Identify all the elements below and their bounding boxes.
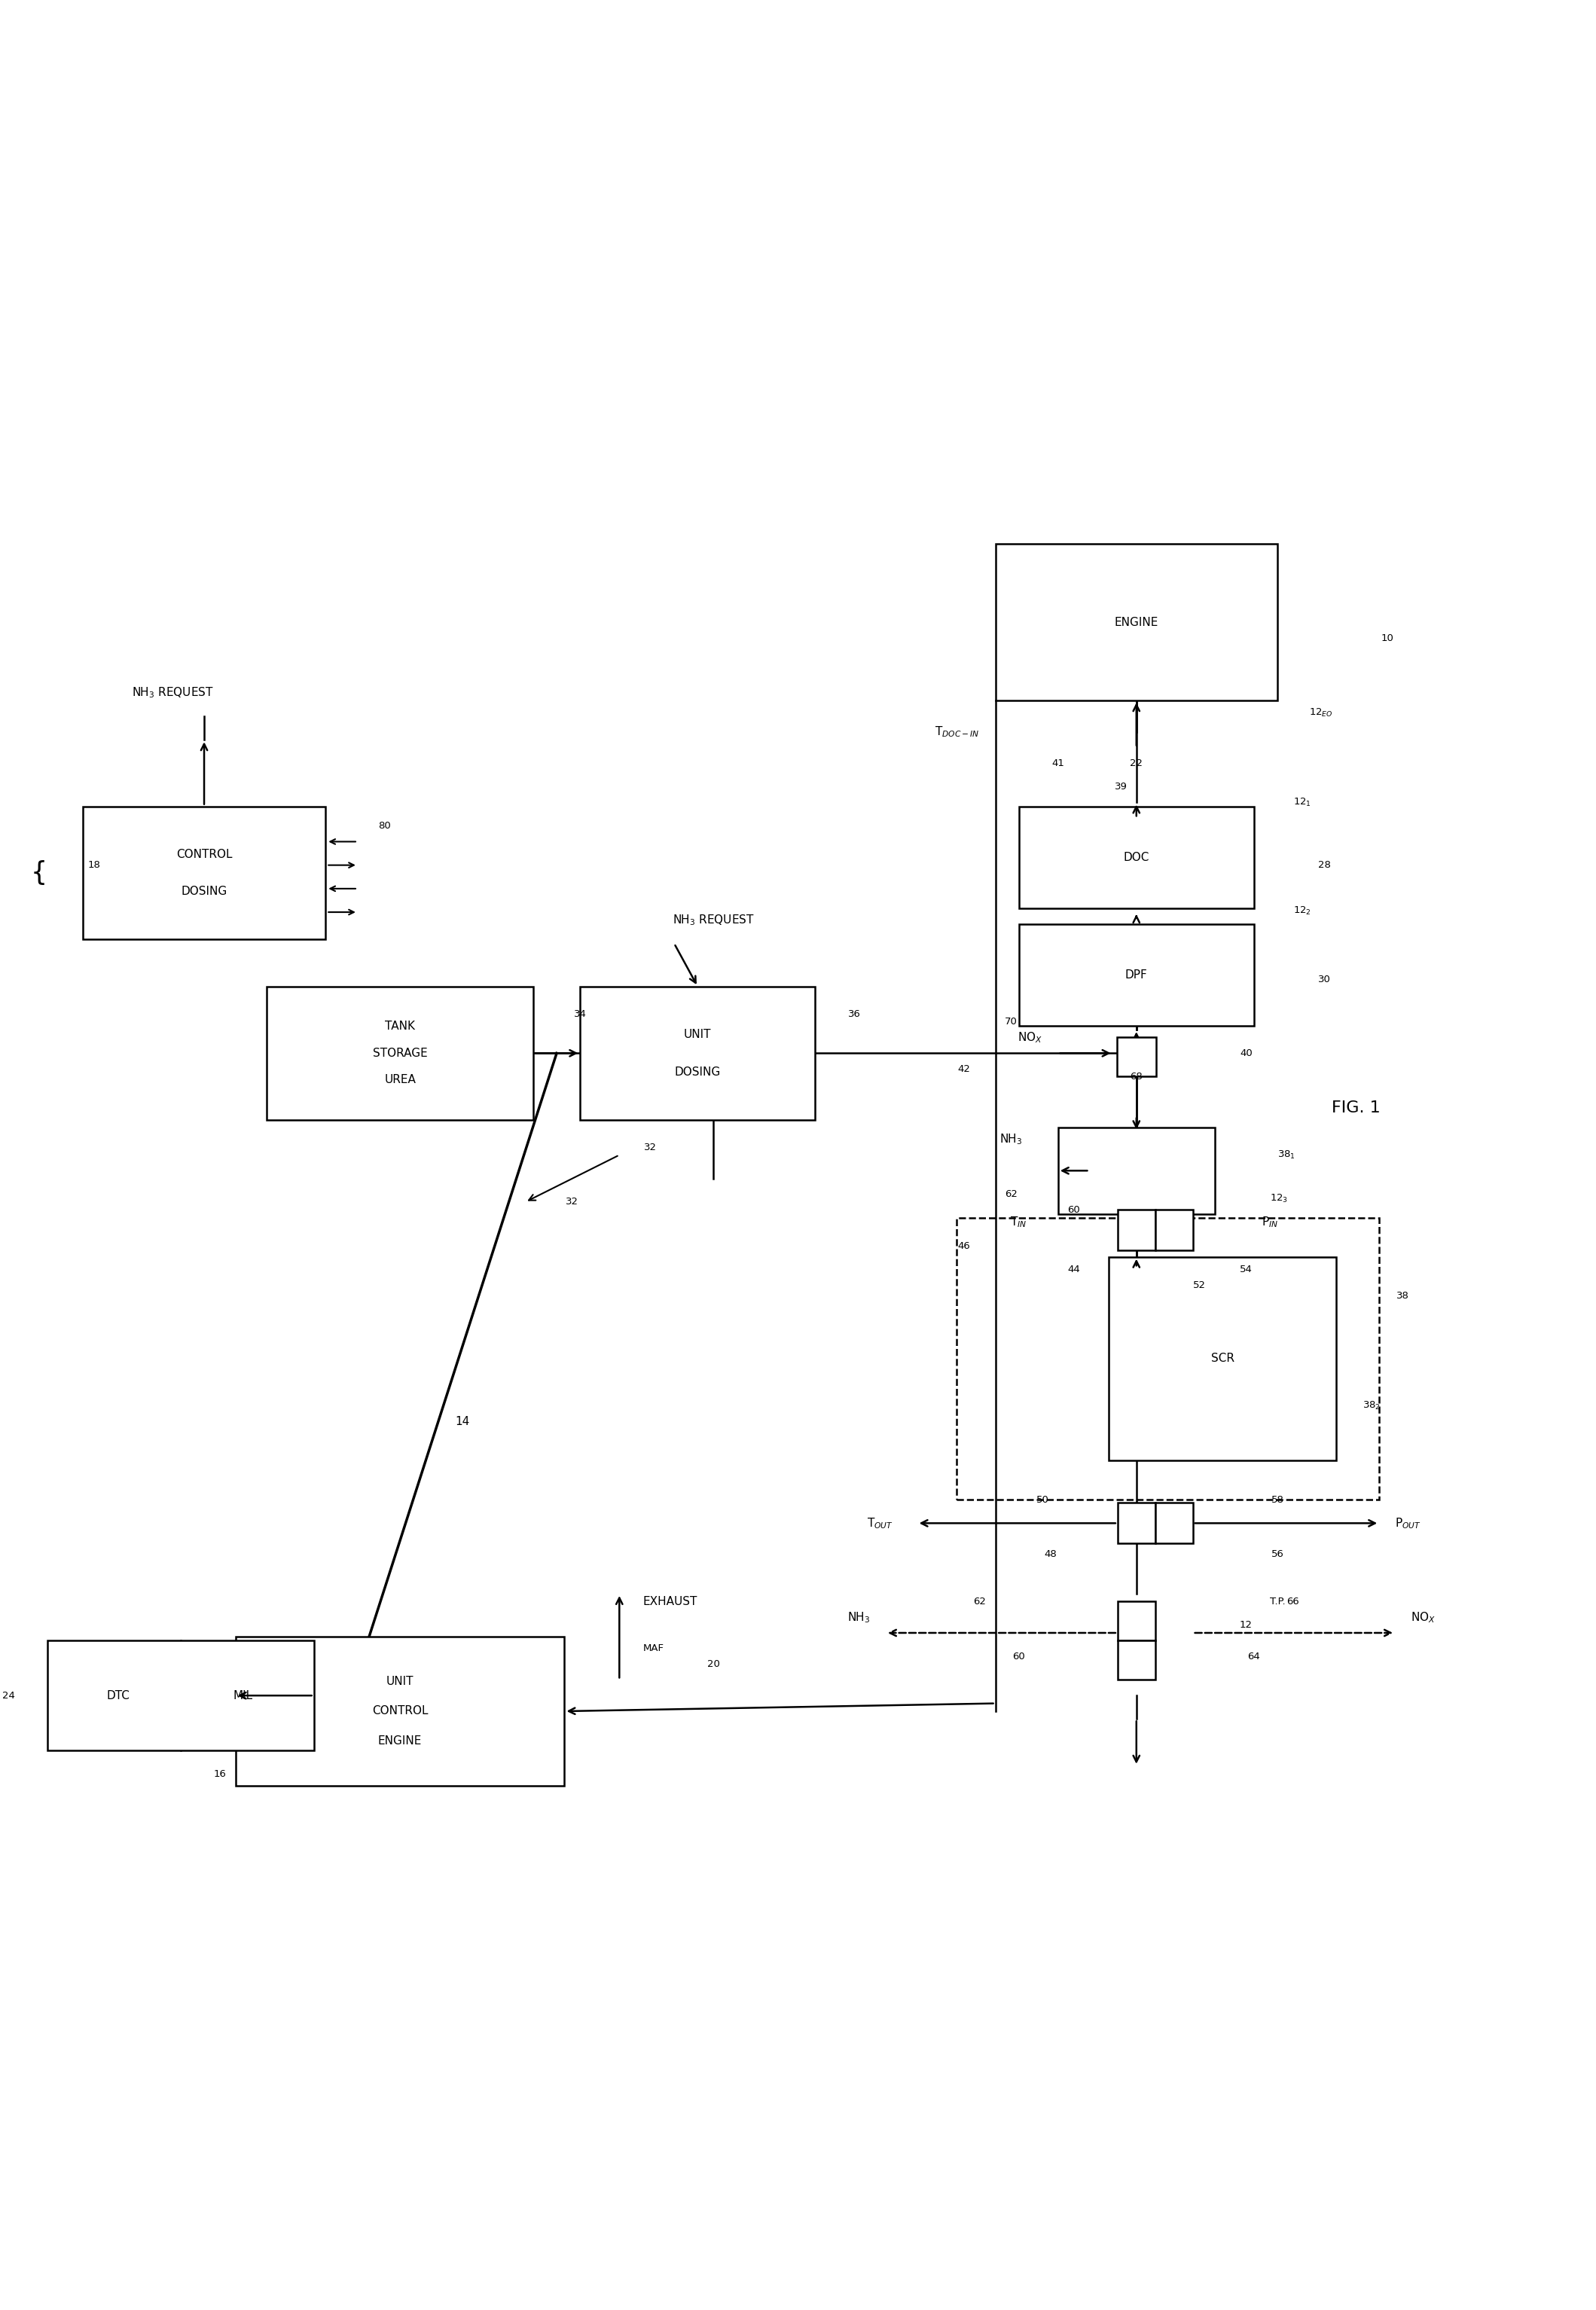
Text: 39: 39 (1114, 781, 1127, 792)
Text: 24: 24 (2, 1691, 14, 1700)
Text: 62: 62 (974, 1596, 986, 1605)
FancyBboxPatch shape (1058, 1127, 1215, 1213)
Text: 18: 18 (88, 859, 101, 871)
Text: 60: 60 (1068, 1206, 1080, 1215)
Text: P$_{IN}$: P$_{IN}$ (1262, 1215, 1278, 1229)
Text: FIG. 1: FIG. 1 (1331, 1100, 1381, 1116)
Text: TANK: TANK (385, 1021, 415, 1033)
FancyBboxPatch shape (236, 1638, 565, 1786)
FancyBboxPatch shape (1018, 924, 1254, 1026)
Text: DOC: DOC (1124, 852, 1149, 864)
Bar (1117, 1210, 1156, 1250)
Text: 12: 12 (1240, 1619, 1253, 1631)
Text: 34: 34 (575, 1009, 586, 1019)
Text: 14: 14 (455, 1416, 469, 1428)
Text: NH$_3$: NH$_3$ (999, 1132, 1023, 1146)
Text: 44: 44 (1068, 1264, 1080, 1275)
Bar (1117, 1037, 1156, 1076)
FancyBboxPatch shape (83, 806, 326, 940)
FancyArrowPatch shape (528, 1155, 618, 1201)
Text: 30: 30 (1318, 975, 1331, 984)
Text: 40: 40 (1240, 1049, 1253, 1058)
Text: UNIT: UNIT (386, 1675, 413, 1686)
Text: ENGINE: ENGINE (378, 1735, 421, 1746)
Text: 62: 62 (1005, 1190, 1017, 1199)
FancyBboxPatch shape (48, 1640, 314, 1751)
Text: 80: 80 (378, 820, 391, 832)
Text: UREA: UREA (385, 1074, 417, 1086)
Text: 68: 68 (1130, 1072, 1143, 1081)
Text: T.P.: T.P. (1270, 1596, 1285, 1605)
Text: SCR: SCR (1211, 1354, 1234, 1365)
Text: DOSING: DOSING (675, 1067, 721, 1076)
FancyBboxPatch shape (267, 986, 533, 1120)
Bar (1117, 1640, 1156, 1679)
Text: 54: 54 (1240, 1264, 1253, 1275)
Text: STORAGE: STORAGE (372, 1046, 428, 1058)
Text: P$_{OUT}$: P$_{OUT}$ (1395, 1515, 1420, 1529)
Text: 50: 50 (1036, 1495, 1049, 1504)
Bar (1156, 1210, 1192, 1250)
Text: 56: 56 (1270, 1550, 1283, 1559)
Text: 16: 16 (214, 1769, 227, 1779)
Text: MAF: MAF (643, 1645, 664, 1654)
Text: ENGINE: ENGINE (1114, 617, 1159, 628)
FancyBboxPatch shape (581, 986, 816, 1120)
Text: 66: 66 (1286, 1596, 1299, 1605)
Text: UNIT: UNIT (685, 1028, 712, 1040)
Text: 22: 22 (1130, 758, 1143, 769)
Text: 20: 20 (707, 1659, 720, 1670)
Text: 12$_3$: 12$_3$ (1269, 1194, 1288, 1204)
Text: 32: 32 (645, 1141, 658, 1153)
Text: DPF: DPF (1125, 970, 1148, 979)
Text: 58: 58 (1270, 1495, 1283, 1504)
Text: NH$_3$ REQUEST: NH$_3$ REQUEST (132, 686, 214, 700)
FancyBboxPatch shape (996, 543, 1277, 700)
Text: 38$_2$: 38$_2$ (1363, 1400, 1381, 1411)
Text: 70: 70 (1005, 1016, 1017, 1026)
Text: 28: 28 (1318, 859, 1331, 871)
Text: MIL: MIL (233, 1691, 254, 1700)
Bar (1117, 1601, 1156, 1640)
Text: NO$_X$: NO$_X$ (1411, 1610, 1435, 1624)
Text: 64: 64 (1248, 1652, 1261, 1661)
Bar (1156, 1504, 1192, 1543)
FancyBboxPatch shape (1109, 1257, 1336, 1460)
Text: 41: 41 (1052, 758, 1065, 769)
Text: 10: 10 (1381, 633, 1393, 642)
Text: 52: 52 (1192, 1280, 1205, 1289)
Text: NO$_X$: NO$_X$ (1018, 1030, 1042, 1044)
Bar (1117, 1504, 1156, 1543)
Text: DTC: DTC (107, 1691, 129, 1700)
Text: CONTROL: CONTROL (176, 848, 231, 859)
Text: T$_{DOC-IN}$: T$_{DOC-IN}$ (935, 725, 980, 739)
Text: T$_{IN}$: T$_{IN}$ (1010, 1215, 1026, 1229)
Text: 32: 32 (567, 1197, 579, 1206)
Text: 38$_1$: 38$_1$ (1277, 1150, 1296, 1160)
Text: DOSING: DOSING (180, 887, 227, 896)
Text: 12$_{EO}$: 12$_{EO}$ (1309, 707, 1333, 718)
Text: 12$_1$: 12$_1$ (1293, 797, 1312, 808)
Text: 46: 46 (958, 1240, 970, 1250)
Text: 48: 48 (1044, 1550, 1057, 1559)
Text: EXHAUST: EXHAUST (643, 1596, 697, 1608)
Text: CONTROL: CONTROL (372, 1705, 428, 1716)
Text: 42: 42 (958, 1065, 970, 1074)
Text: 36: 36 (847, 1009, 860, 1019)
Text: T$_{OUT}$: T$_{OUT}$ (867, 1515, 894, 1529)
Text: 60: 60 (1012, 1652, 1025, 1661)
Text: {: { (30, 859, 48, 885)
Text: NH$_3$ REQUEST: NH$_3$ REQUEST (672, 912, 755, 926)
FancyBboxPatch shape (1018, 806, 1254, 908)
Text: 38: 38 (1396, 1291, 1409, 1301)
Text: 12$_2$: 12$_2$ (1293, 906, 1310, 917)
Text: NH$_3$: NH$_3$ (847, 1610, 870, 1624)
